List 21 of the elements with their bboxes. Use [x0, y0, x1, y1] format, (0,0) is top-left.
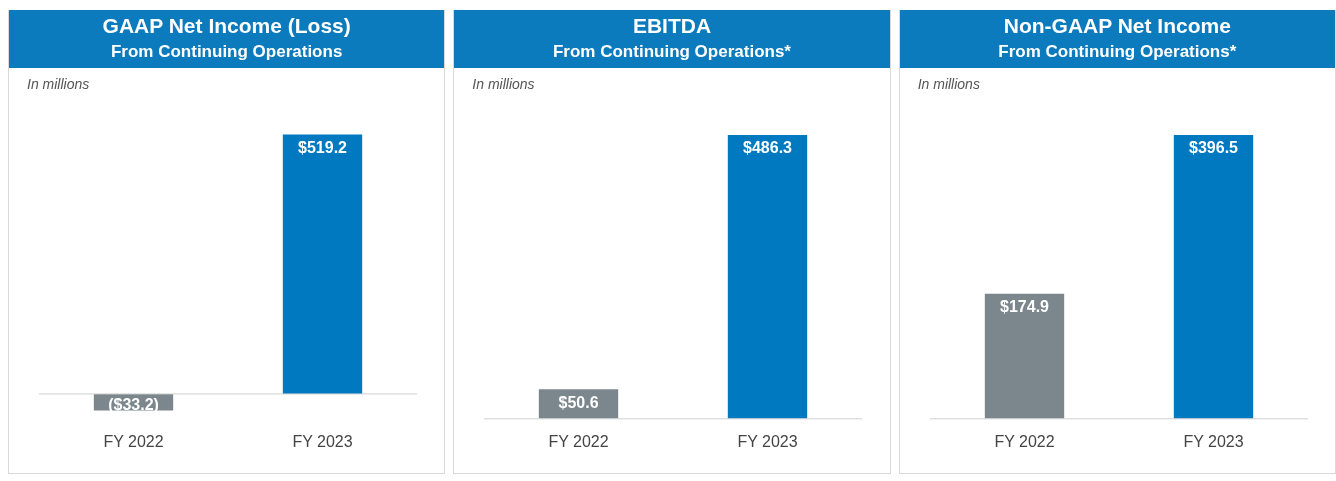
chart-subtitle: From Continuing Operations*: [997, 41, 1238, 63]
text: In millions: [27, 76, 90, 92]
chart-title: EBITDA: [631, 13, 713, 39]
chart-subtitle: From Continuing Operations: [109, 41, 344, 63]
text: In millions: [917, 76, 980, 92]
x-tick-label: FY 2022: [994, 432, 1055, 450]
chart-title: Non-GAAP Net Income: [1002, 13, 1232, 39]
data-label: $50.6: [558, 393, 599, 411]
x-tick-label: FY 2023: [292, 432, 353, 450]
data-label: $396.5: [1188, 139, 1238, 157]
text: In millions: [472, 76, 535, 92]
data-label: $174.9: [999, 298, 1049, 316]
data-label: $519.2: [298, 138, 348, 156]
data-label: ($33.2): [108, 396, 159, 414]
x-tick-label: FY 2022: [103, 432, 164, 450]
chart-subtitle: From Continuing Operations*: [552, 41, 792, 63]
x-tick-label: FY 2023: [737, 432, 799, 450]
x-tick-label: FY 2023: [1183, 432, 1244, 450]
x-tick-label: FY 2022: [548, 432, 610, 450]
data-label: $486.3: [743, 139, 793, 157]
chart-title: GAAP Net Income (Loss): [101, 13, 352, 39]
